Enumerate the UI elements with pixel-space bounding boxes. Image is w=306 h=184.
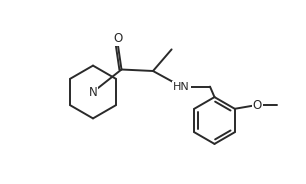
Text: O: O — [253, 99, 262, 112]
Text: O: O — [113, 32, 122, 45]
Text: HN: HN — [173, 82, 190, 92]
Text: N: N — [89, 86, 97, 98]
